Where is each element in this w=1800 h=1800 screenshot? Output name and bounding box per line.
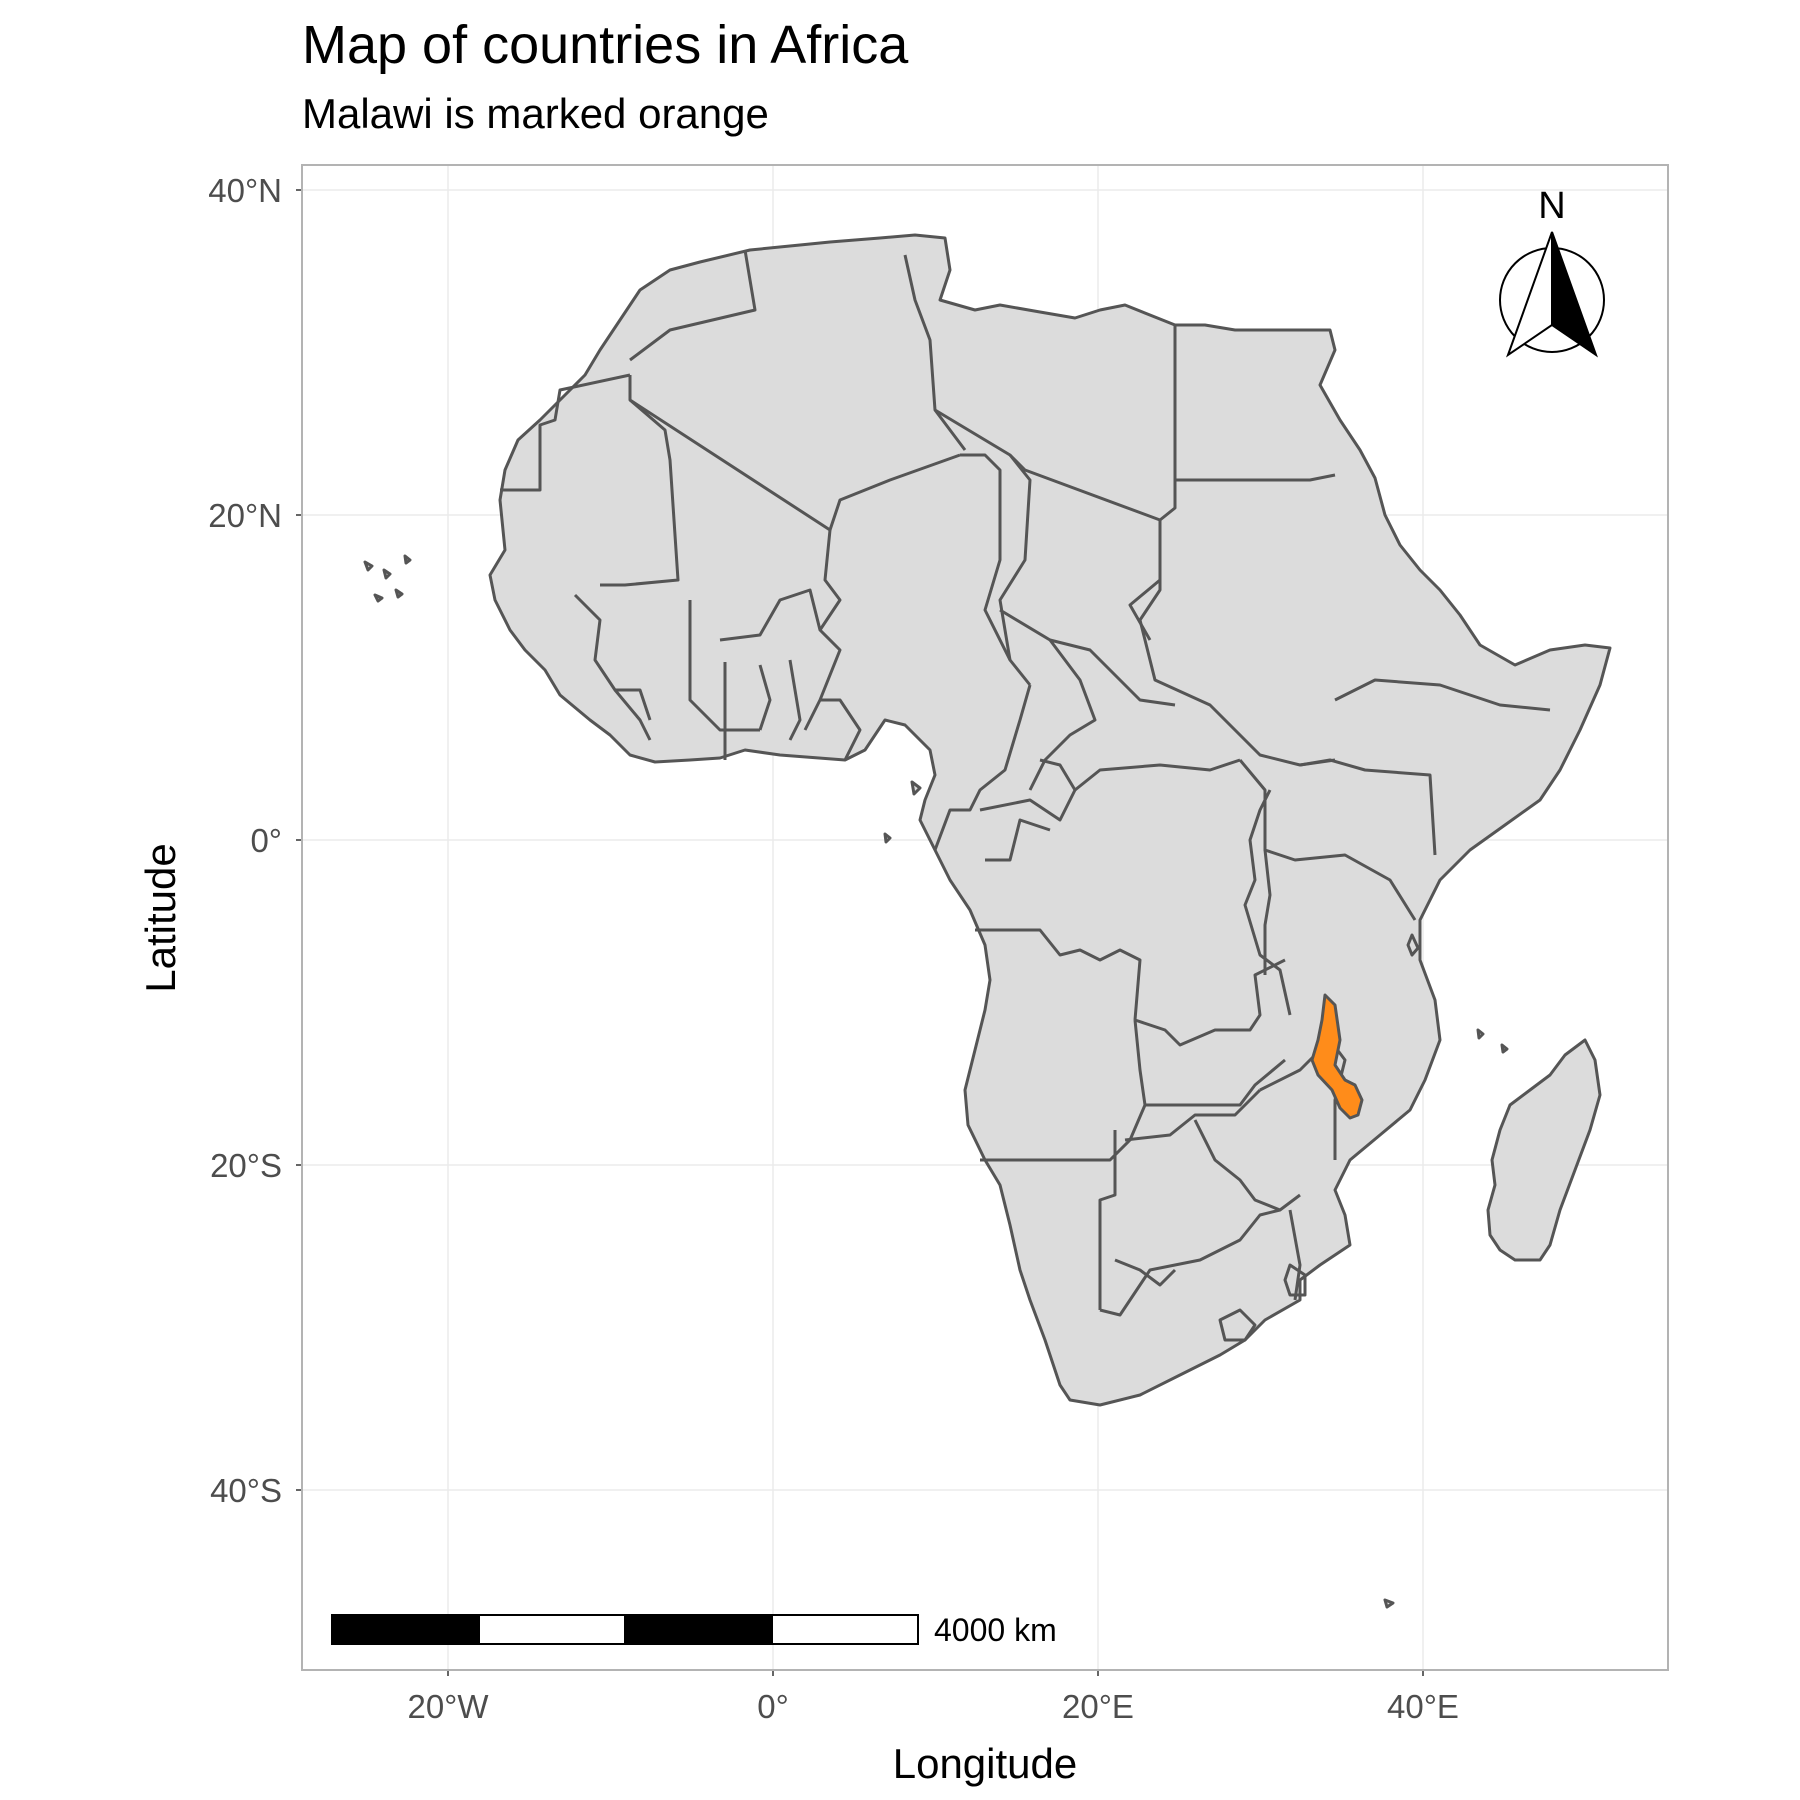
prince-edward-islands <box>1383 1598 1395 1609</box>
panel-border <box>301 164 1669 1671</box>
y-axis: 40°N 20°N 0° 20°S 40°S <box>208 172 302 1509</box>
y-tick-label: 40°S <box>210 1472 282 1509</box>
x-tick-label: 20°W <box>407 1688 489 1725</box>
canary-islands <box>403 554 412 565</box>
scale-bar: 4000 km <box>331 1612 1057 1648</box>
y-tick-label: 20°S <box>210 1147 282 1184</box>
y-axis-title: Latitude <box>137 843 184 992</box>
scale-bar-label: 4000 km <box>934 1612 1057 1648</box>
sao-tome <box>883 832 892 844</box>
madagascar <box>1486 1038 1602 1262</box>
africa-outline <box>488 233 1612 1407</box>
comoros <box>1476 1028 1509 1054</box>
north-arrow: N <box>1499 185 1605 358</box>
bioko <box>910 780 922 796</box>
map-title: Map of countries in Africa <box>302 15 909 75</box>
map-subtitle: Malawi is marked orange <box>302 90 769 137</box>
malawi-highlight <box>1310 993 1364 1120</box>
x-tick-label: 20°E <box>1062 1688 1134 1725</box>
x-axis-title: Longitude <box>893 1740 1078 1787</box>
y-tick-label: 40°N <box>208 172 282 209</box>
x-axis: 20°W 0° 20°E 40°E <box>407 1670 1459 1725</box>
africa-land <box>363 233 1612 1609</box>
y-tick-label: 0° <box>250 822 282 859</box>
x-tick-label: 40°E <box>1387 1688 1459 1725</box>
zanzibar <box>1406 933 1420 957</box>
cape-verde <box>363 560 404 603</box>
y-tick-label: 20°N <box>208 497 282 534</box>
x-tick-label: 0° <box>757 1688 789 1725</box>
country-borders <box>500 249 1551 1342</box>
north-label: N <box>1538 185 1565 227</box>
